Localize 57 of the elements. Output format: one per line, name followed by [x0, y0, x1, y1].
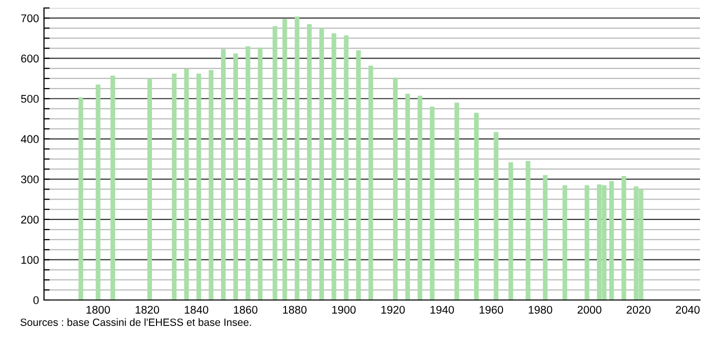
bar	[344, 35, 349, 300]
bar	[78, 97, 84, 300]
bar	[454, 102, 460, 300]
bar	[405, 94, 410, 300]
x-tick-label: 1860	[234, 306, 258, 314]
bar	[584, 185, 590, 300]
y-tick-label: 300	[21, 175, 39, 184]
bar	[147, 78, 152, 300]
bar	[542, 175, 548, 300]
x-tick-label: 1800	[86, 306, 110, 314]
x-tick-label: 1840	[184, 306, 208, 314]
bar	[622, 176, 626, 300]
bar	[184, 68, 189, 300]
x-tick-label: 1960	[480, 306, 504, 314]
bar	[233, 54, 238, 300]
y-tick-label: 200	[21, 216, 39, 224]
bar	[319, 28, 324, 300]
x-tick-label: 1880	[283, 306, 307, 314]
bar	[368, 66, 374, 300]
y-tick-label: 600	[21, 54, 39, 62]
bar	[562, 185, 568, 300]
x-tick-label: 1820	[136, 306, 160, 314]
bar	[208, 70, 214, 300]
bar	[393, 78, 398, 300]
y-tick-label: 700	[21, 14, 39, 22]
bar	[294, 16, 300, 300]
y-tick-label: 400	[20, 135, 39, 144]
y-tick-label: 500	[21, 94, 39, 103]
bar	[430, 106, 435, 300]
x-tick-label: 2020	[626, 306, 650, 314]
bar	[526, 161, 530, 300]
bar	[356, 50, 361, 300]
x-tick-label: 1920	[381, 306, 405, 314]
bar	[418, 96, 422, 300]
x-tick-label: 1900	[332, 306, 356, 314]
bar	[494, 132, 498, 300]
x-tick-label: 2000	[578, 306, 602, 314]
y-tick-label: 100	[21, 256, 39, 264]
bar	[609, 181, 614, 300]
bar	[96, 84, 100, 300]
source-note: Sources : base Cassini de l'EHESS et base Insee.	[20, 318, 251, 326]
bar	[172, 74, 177, 300]
x-tick-label: 1940	[430, 306, 454, 314]
bar	[246, 46, 250, 300]
bar	[110, 76, 116, 300]
bar	[221, 49, 226, 300]
bar	[196, 74, 202, 300]
bar	[508, 162, 514, 300]
bar	[258, 47, 263, 300]
bar	[332, 33, 336, 300]
bar	[474, 112, 479, 300]
x-tick-label: 2040	[676, 306, 700, 314]
bar	[282, 18, 288, 300]
bar	[272, 26, 278, 300]
bar	[307, 24, 312, 300]
x-tick-label: 1980	[528, 306, 552, 314]
y-tick-label: 0	[33, 296, 39, 304]
